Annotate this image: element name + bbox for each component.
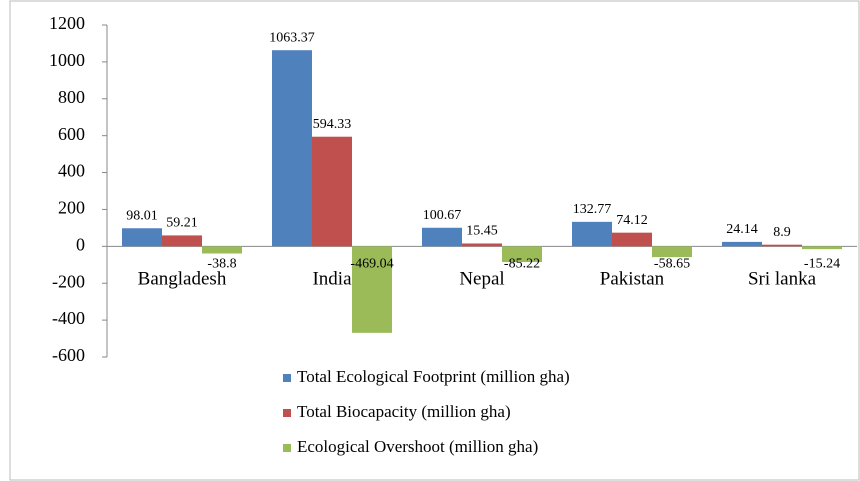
data-label: -469.04 xyxy=(350,257,393,272)
bar xyxy=(572,221,612,247)
legend-label: Total Ecological Footprint (million gha) xyxy=(297,367,570,386)
x-tick-label: Bangladesh xyxy=(138,269,227,290)
y-tick-label: 200 xyxy=(58,198,85,218)
legend-label: Total Biocapacity (million gha) xyxy=(297,402,511,421)
bar xyxy=(502,246,542,263)
y-tick-label: 1200 xyxy=(49,13,85,33)
y-tick-label: 600 xyxy=(58,124,85,144)
y-tick-label: 0 xyxy=(76,234,85,254)
data-label: 59.21 xyxy=(166,216,198,231)
data-label: 100.67 xyxy=(423,208,462,223)
y-tick-label: -200 xyxy=(52,271,85,291)
x-tick-label: Nepal xyxy=(459,269,504,290)
bar xyxy=(272,50,312,247)
data-label: 1063.37 xyxy=(269,30,315,45)
data-label: -58.65 xyxy=(654,257,690,272)
data-label: 132.77 xyxy=(573,202,612,217)
legend-swatch xyxy=(283,409,291,417)
bar xyxy=(762,244,802,247)
legend-label: Ecological Overshoot (million gha) xyxy=(297,437,538,456)
bar xyxy=(312,136,352,247)
bar xyxy=(462,243,502,247)
data-label: -85.22 xyxy=(504,257,540,272)
legend-swatch xyxy=(283,444,291,452)
bar xyxy=(722,241,762,247)
bar xyxy=(422,227,462,247)
data-label: 594.33 xyxy=(313,117,352,132)
data-label: -38.8 xyxy=(207,257,236,272)
bar xyxy=(802,246,842,250)
x-tick-label: India xyxy=(312,269,352,290)
bar xyxy=(122,228,162,247)
data-label: 8.9 xyxy=(773,225,791,240)
x-tick-label: Sri lanka xyxy=(748,269,817,290)
bar xyxy=(352,246,392,333)
bar xyxy=(162,235,202,247)
y-tick-label: -400 xyxy=(52,308,85,328)
data-label: 98.01 xyxy=(126,208,158,223)
data-label: 74.12 xyxy=(616,213,648,228)
y-tick-label: -600 xyxy=(52,345,85,365)
x-tick-label: Pakistan xyxy=(600,269,665,290)
y-tick-label: 800 xyxy=(58,87,85,107)
legend-swatch xyxy=(283,374,291,382)
data-label: -15.24 xyxy=(804,257,840,272)
bar xyxy=(652,246,692,258)
data-label: 15.45 xyxy=(466,224,498,239)
y-tick-label: 400 xyxy=(58,161,85,181)
y-tick-label: 1000 xyxy=(49,50,85,70)
data-label: 24.14 xyxy=(726,222,758,237)
bar xyxy=(612,232,652,247)
bar xyxy=(202,246,242,254)
